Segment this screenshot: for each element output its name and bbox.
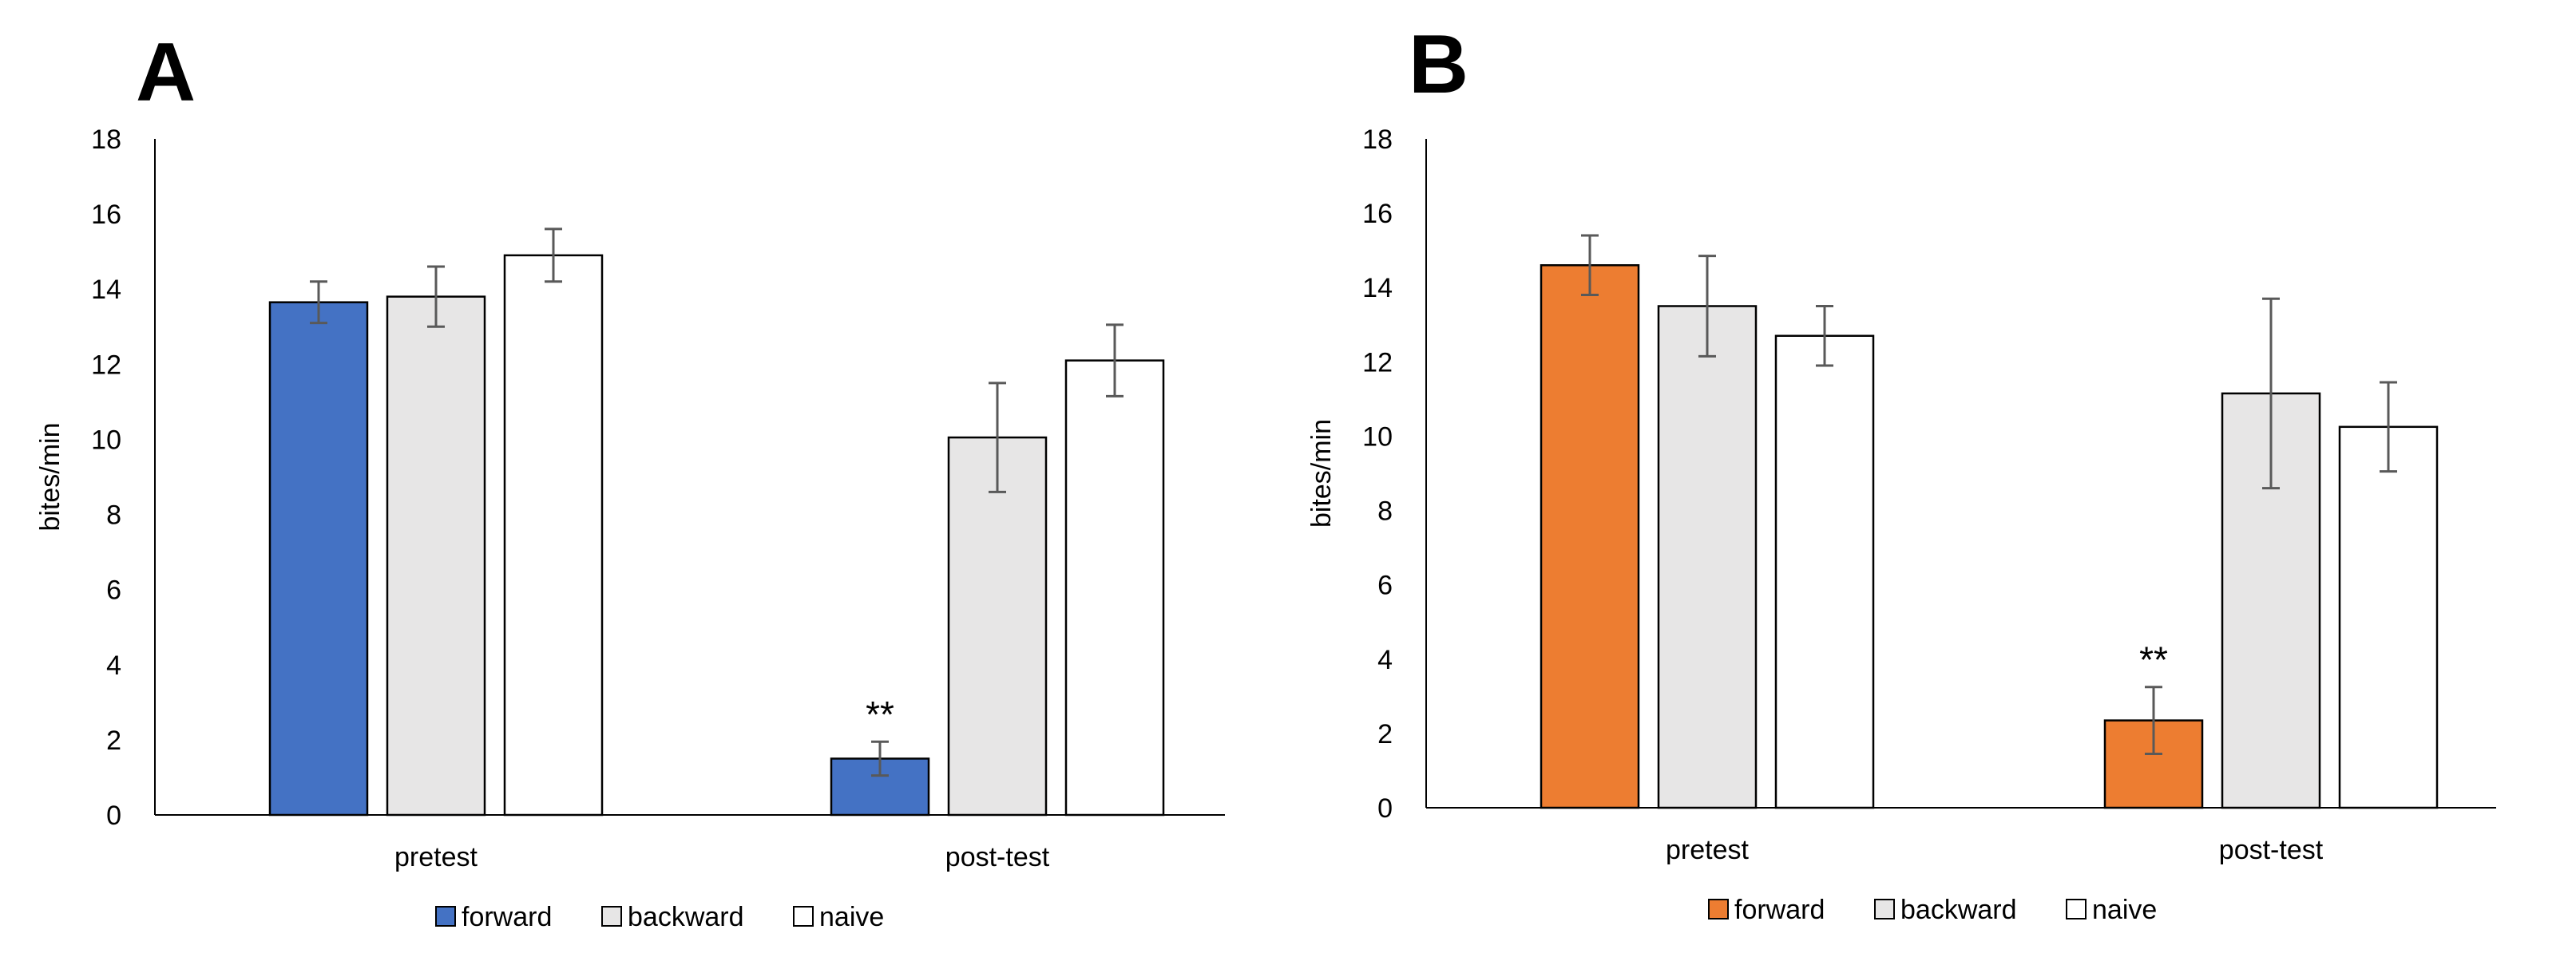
panel-letter: B bbox=[1409, 18, 1468, 111]
bar-naive bbox=[503, 254, 604, 817]
legend-label-forward: forward bbox=[1734, 895, 1825, 925]
x-category-label: pretest bbox=[1666, 835, 1749, 865]
y-axis-label: bites/min bbox=[35, 422, 65, 531]
legend-swatch-backward bbox=[601, 906, 622, 927]
y-tick-label: 12 bbox=[91, 350, 121, 380]
bar-naive bbox=[1774, 334, 1875, 809]
legend-label-forward: forward bbox=[462, 902, 552, 932]
legend-swatch-forward bbox=[1708, 899, 1729, 919]
bar-forward bbox=[268, 301, 369, 817]
panel-b: B 0 2 4 6 8 10 12 14 16 18 bites/min pretest post-tes… bbox=[1306, 18, 2496, 925]
legend-swatch-naive bbox=[793, 906, 814, 927]
y-tick-label: 4 bbox=[1377, 645, 1393, 675]
panel-a: A 0 2 4 6 8 10 12 14 16 18 bites/min pretest post-tes… bbox=[35, 26, 1225, 932]
legend-swatch-backward bbox=[1874, 899, 1895, 919]
bar-backward bbox=[1657, 305, 1758, 809]
panel-letter: A bbox=[136, 26, 196, 119]
y-tick-label: 12 bbox=[1362, 347, 1393, 378]
y-tick-label: 4 bbox=[106, 651, 121, 681]
legend-swatch-forward bbox=[435, 906, 456, 927]
significance-marker: ** bbox=[866, 694, 894, 735]
y-tick-label: 14 bbox=[91, 275, 121, 305]
legend-label-naive: naive bbox=[2092, 895, 2157, 925]
bar-naive bbox=[1064, 359, 1165, 817]
y-tick-label: 18 bbox=[91, 125, 121, 155]
significance-marker: ** bbox=[2139, 639, 2168, 681]
legend-label-backward: backward bbox=[1900, 895, 2017, 925]
bar-backward bbox=[947, 436, 1048, 817]
bar-naive bbox=[2338, 425, 2439, 809]
y-tick-label: 6 bbox=[106, 575, 121, 606]
x-category-label: post-test bbox=[2219, 835, 2324, 865]
y-tick-label: 18 bbox=[1362, 125, 1393, 155]
y-tick-label: 6 bbox=[1377, 571, 1393, 601]
y-tick-label: 16 bbox=[91, 200, 121, 230]
legend-label-backward: backward bbox=[628, 902, 744, 932]
y-tick-label: 0 bbox=[106, 801, 121, 831]
x-category-label: pretest bbox=[394, 842, 478, 872]
x-category-label: post-test bbox=[945, 842, 1050, 872]
bar-forward bbox=[1540, 264, 1640, 809]
legend-swatch-naive bbox=[2066, 899, 2087, 919]
y-tick-label: 8 bbox=[1377, 496, 1393, 527]
y-tick-label: 8 bbox=[106, 500, 121, 531]
y-axis-label: bites/min bbox=[1306, 419, 1337, 528]
legend-label-naive: naive bbox=[819, 902, 884, 932]
y-tick-label: 2 bbox=[106, 726, 121, 756]
y-tick-label: 2 bbox=[1377, 719, 1393, 749]
y-tick-label: 0 bbox=[1377, 793, 1393, 824]
y-tick-label: 10 bbox=[1362, 421, 1393, 452]
y-tick-label: 14 bbox=[1362, 273, 1393, 303]
y-tick-label: 10 bbox=[91, 425, 121, 455]
y-tick-label: 16 bbox=[1362, 199, 1393, 229]
bar-backward bbox=[386, 295, 486, 817]
